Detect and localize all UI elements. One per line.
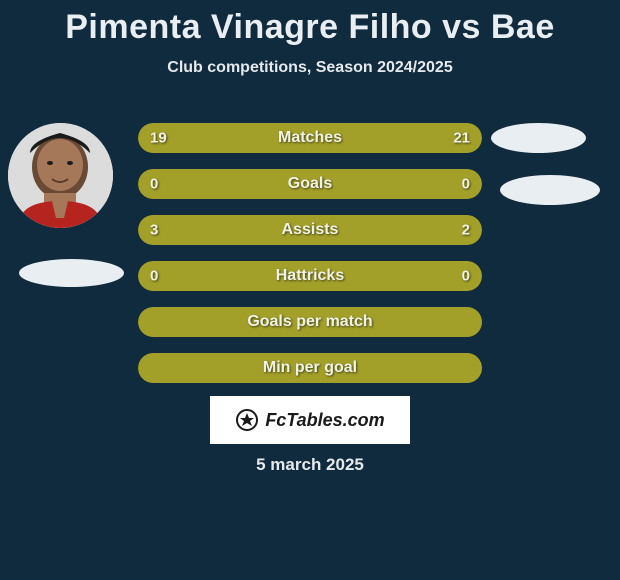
comparison-bars: 1921Matches 00Goals 32Assists 00Hattricks Go… [138, 123, 482, 399]
stat-bar: Goals per match [138, 307, 482, 337]
stat-bar: 00Goals [138, 169, 482, 199]
player-right-badge-oval-1 [491, 123, 586, 153]
face-placeholder-icon [8, 123, 113, 228]
stat-label: Hattricks [138, 267, 482, 285]
stat-bar: 32Assists [138, 215, 482, 245]
stat-label: Matches [138, 129, 482, 147]
player-right-badge-oval-2 [500, 175, 600, 205]
stat-bar: Min per goal [138, 353, 482, 383]
date-label: 5 march 2025 [0, 455, 620, 475]
stat-bar: 1921Matches [138, 123, 482, 153]
player-left-avatar [8, 123, 113, 228]
brand-box: FcTables.com [210, 396, 410, 444]
stat-label: Goals per match [138, 313, 482, 331]
stat-label: Min per goal [138, 359, 482, 377]
brand-logo-icon [235, 408, 259, 432]
stat-label: Assists [138, 221, 482, 239]
page-subtitle: Club competitions, Season 2024/2025 [0, 59, 620, 77]
stat-label: Goals [138, 175, 482, 193]
brand-text: FcTables.com [265, 410, 384, 431]
player-left-badge-oval [19, 259, 124, 287]
stat-bar: 00Hattricks [138, 261, 482, 291]
page-title: Pimenta Vinagre Filho vs Bae [0, 0, 620, 47]
